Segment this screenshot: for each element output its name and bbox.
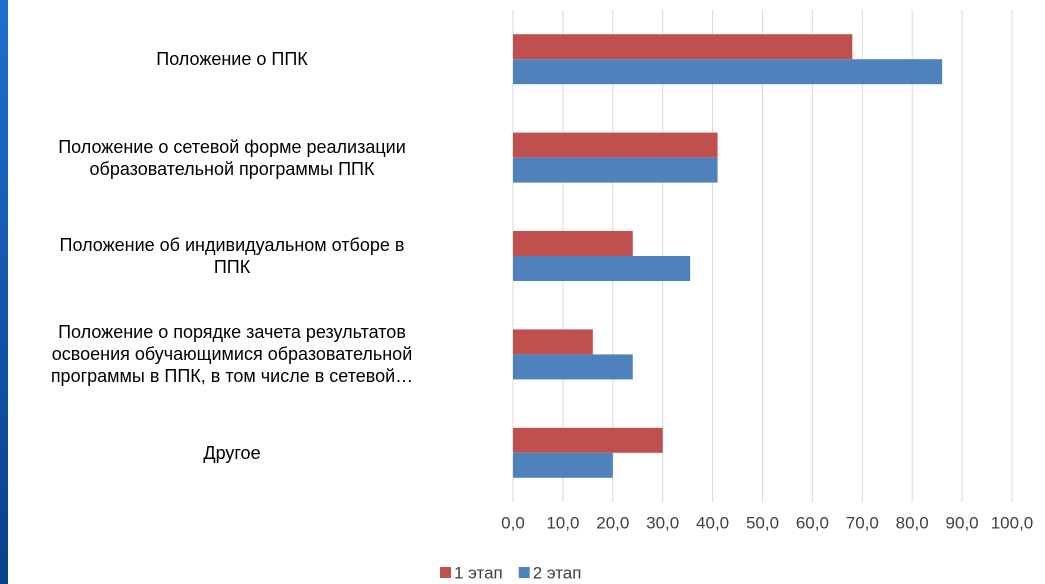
x-tick-label: 50,0 (746, 513, 779, 532)
category-label: Другое (203, 442, 261, 463)
x-tick-label: 40,0 (696, 513, 729, 532)
bar (513, 231, 633, 256)
x-tick-label: 70,0 (846, 513, 879, 532)
x-tick-label: 20,0 (596, 513, 629, 532)
bar (513, 256, 691, 281)
bar (513, 157, 718, 183)
x-tick-label: 0,0 (501, 513, 525, 532)
category-label: Положение об индивидуальном отборе в ППК (59, 235, 405, 277)
legend-swatch (518, 567, 530, 578)
legend-label: 1 этап (454, 563, 503, 582)
slide-edge (0, 0, 8, 584)
x-tick-label: 90,0 (946, 513, 979, 532)
legend-label: 2 этап (533, 563, 582, 582)
x-tick-label: 30,0 (646, 513, 679, 532)
category-label: Положение о ППК (156, 49, 308, 70)
bar (513, 329, 593, 355)
bar (513, 132, 718, 158)
x-tick-label: 80,0 (896, 513, 929, 532)
bar (513, 59, 943, 85)
category-label: Положение о порядке зачета результатов о… (50, 322, 414, 387)
bar (513, 354, 633, 380)
bar (513, 427, 663, 453)
bar (513, 34, 853, 60)
x-tick-label: 10,0 (546, 513, 579, 532)
x-tick-label: 60,0 (796, 513, 829, 532)
category-label: Положение о сетевой форме реализации обр… (58, 136, 406, 179)
legend-swatch (440, 567, 451, 578)
x-tick-label: 100,0 (991, 513, 1034, 532)
bar (513, 452, 613, 478)
